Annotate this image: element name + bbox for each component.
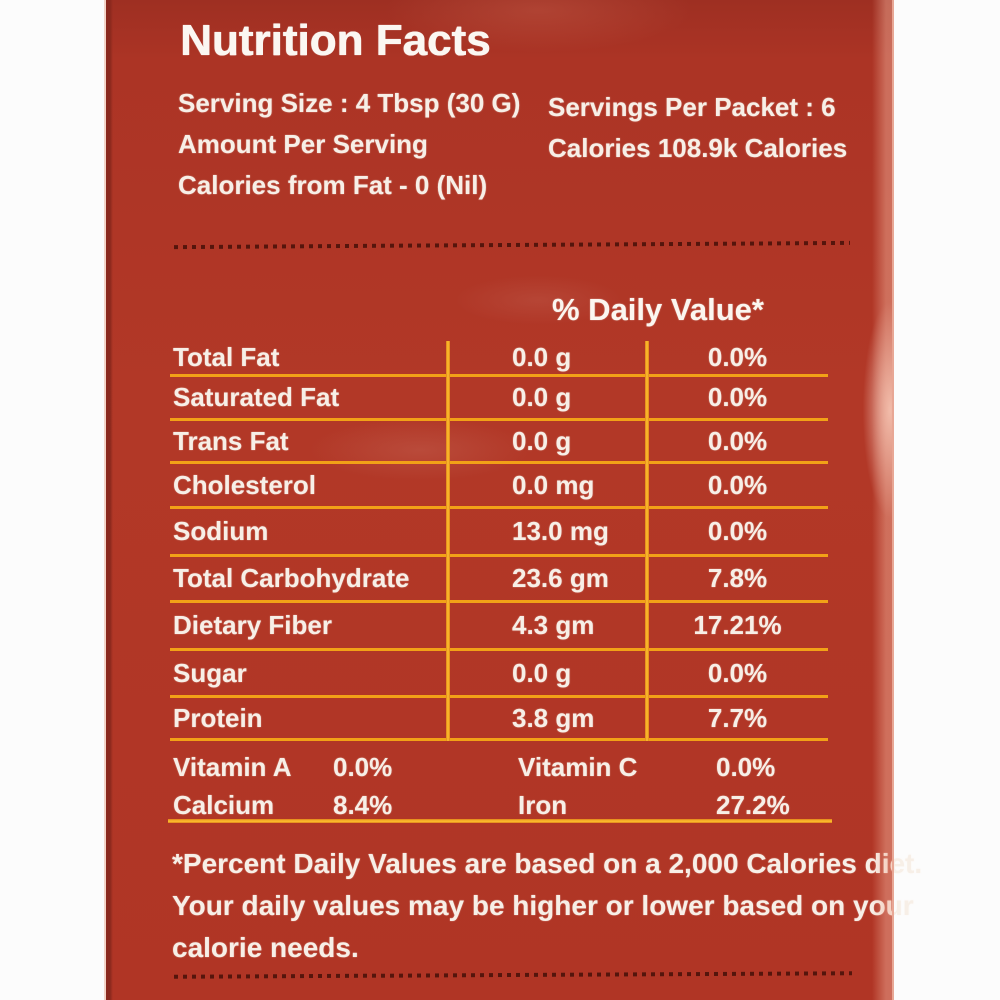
nutrient-daily-value: 7.8% — [707, 563, 768, 593]
nutrient-daily-value: 7.7% — [707, 702, 768, 733]
nutrient-daily-value: 17.21% — [693, 610, 782, 640]
label-title: Nutrition Facts — [180, 16, 491, 65]
nutrient-amount: 4.3 gm — [512, 610, 595, 640]
micronutrient-name: Iron — [518, 789, 568, 820]
nutrient-name: Protein — [173, 702, 263, 733]
nutrient-name: Trans Fat — [173, 425, 289, 456]
nutrient-daily-value: 0.0% — [707, 382, 768, 412]
micronutrient-value: 0.0% — [716, 751, 776, 782]
footnote-line: Your daily values may be higher or lower… — [172, 890, 914, 921]
micronutrient-value: 0.0% — [333, 751, 393, 782]
nutrient-daily-value: 0.0% — [707, 657, 768, 688]
micronutrient-name: Vitamin A — [173, 751, 292, 782]
nutrient-name: Dietary Fiber — [173, 610, 332, 640]
table-row: Protein 3.8 gm 7.7% — [170, 698, 828, 741]
nutrition-label-packet: Nutrition Facts Serving Size : 4 Tbsp (3… — [104, 0, 922, 1000]
table-column-divider — [645, 341, 649, 741]
table-row: Total Fat 0.0 g 0.0% — [170, 341, 828, 377]
serving-size: Serving Size : 4 Tbsp (30 G) — [178, 88, 521, 118]
micronutrient-row: Calcium 8.4% Iron 27.2% — [170, 786, 828, 824]
nutrient-rows: Total Fat 0.0 g 0.0% Saturated Fat 0.0 g… — [170, 341, 828, 741]
nutrient-amount: 0.0 g — [512, 342, 572, 372]
table-row: Trans Fat 0.0 g 0.0% — [170, 421, 828, 464]
micronutrient-row: Vitamin A 0.0% Vitamin C 0.0% — [170, 748, 828, 786]
nutrient-daily-value: 0.0% — [707, 469, 768, 500]
nutrient-table: Total Fat 0.0 g 0.0% Saturated Fat 0.0 g… — [170, 341, 828, 741]
nutrient-name: Saturated Fat — [173, 382, 340, 412]
table-column-divider — [446, 341, 450, 741]
footnote: *Percent Daily Values are based on a 2,0… — [172, 843, 922, 969]
nutrient-name: Sugar — [173, 657, 247, 688]
nutrient-amount: 23.6 gm — [512, 563, 609, 593]
servings-per-packet: Servings Per Packet : 6 — [548, 92, 836, 122]
table-row: Total Carbohydrate 23.6 gm 7.8% — [170, 557, 828, 603]
dashed-divider-bottom — [173, 971, 853, 979]
nutrient-name: Total Carbohydrate — [173, 563, 410, 593]
micronutrient-value: 27.2% — [716, 789, 790, 820]
micronutrient-section: Vitamin A 0.0% Vitamin C 0.0% Calcium 8.… — [170, 748, 828, 824]
nutrient-daily-value: 0.0% — [707, 425, 768, 456]
footnote-line: calorie needs. — [172, 932, 359, 963]
nutrient-amount: 0.0 mg — [512, 469, 595, 500]
table-row: Cholesterol 0.0 mg 0.0% — [170, 464, 828, 509]
table-row: Saturated Fat 0.0 g 0.0% — [170, 377, 828, 421]
table-row: Sodium 13.0 mg 0.0% — [170, 509, 828, 557]
footnote-divider — [168, 819, 832, 823]
nutrient-daily-value: 0.0% — [707, 516, 768, 546]
nutrient-amount: 0.0 g — [512, 425, 572, 456]
calories-per-packet: Calories 108.9k Calories — [548, 133, 848, 163]
nutrient-name: Sodium — [173, 516, 269, 546]
table-row: Dietary Fiber 4.3 gm 17.21% — [170, 603, 828, 651]
micronutrient-name: Vitamin C — [518, 751, 638, 782]
nutrient-name: Total Fat — [173, 342, 280, 372]
table-row: Sugar 0.0 g 0.0% — [170, 651, 828, 698]
nutrient-amount: 13.0 mg — [512, 516, 609, 546]
nutrient-amount: 0.0 g — [512, 382, 572, 412]
calories-from-fat: Calories from Fat - 0 (Nil) — [178, 170, 488, 200]
dashed-divider-top — [173, 240, 851, 250]
nutrient-daily-value: 0.0% — [707, 342, 768, 372]
micronutrient-value: 8.4% — [333, 789, 393, 820]
footnote-line: *Percent Daily Values are based on a 2,0… — [172, 848, 923, 879]
nutrient-name: Cholesterol — [173, 469, 317, 500]
daily-value-header: % Daily Value* — [552, 292, 764, 327]
amount-per-serving: Amount Per Serving — [178, 129, 428, 159]
nutrient-amount: 3.8 gm — [512, 702, 595, 733]
nutrient-amount: 0.0 g — [512, 657, 572, 688]
micronutrient-name: Calcium — [173, 789, 275, 820]
